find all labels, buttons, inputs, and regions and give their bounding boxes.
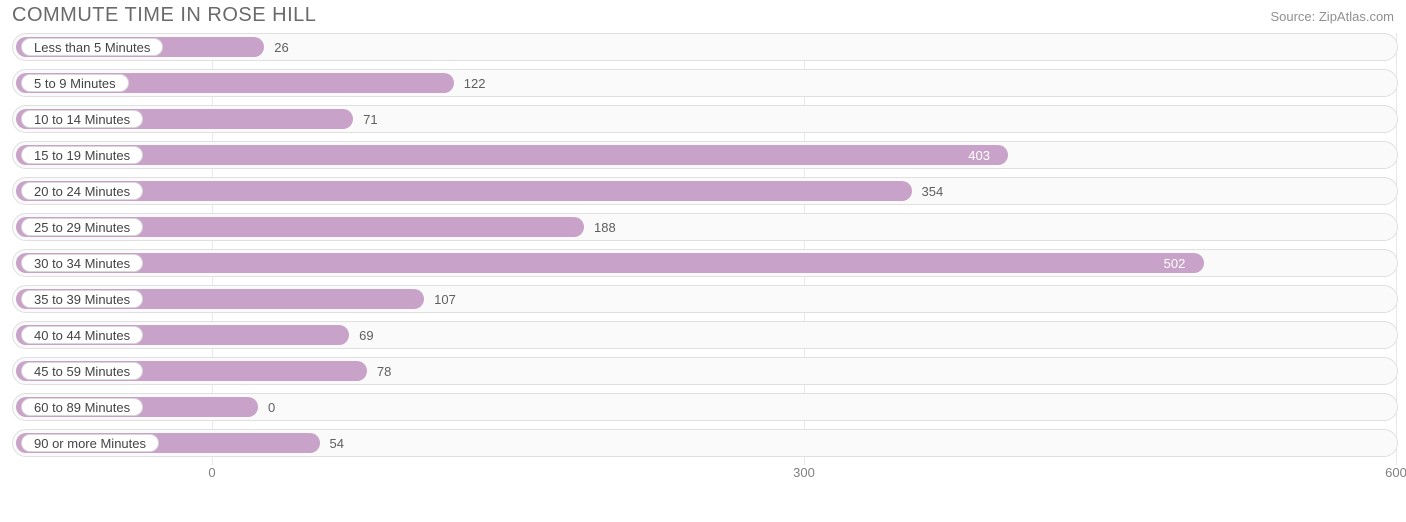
bar-row: 30 to 34 Minutes 502 [12,249,1398,277]
bar-row: 35 to 39 Minutes 107 [12,285,1398,313]
bar-row: 45 to 59 Minutes 78 [12,357,1398,385]
bar-category-label: 60 to 89 Minutes [21,398,143,416]
bar-row: 40 to 44 Minutes 69 [12,321,1398,349]
bar-fill [16,181,912,201]
chart-bars: Less than 5 Minutes 26 5 to 9 Minutes 122 10… [12,33,1398,457]
bar-value-label: 26 [274,34,288,60]
bar-category-label: 25 to 29 Minutes [21,218,143,236]
bar-fill [16,145,1008,165]
bar-category-label: 30 to 34 Minutes [21,254,143,272]
chart-header: COMMUTE TIME IN ROSE HILL Source: ZipAtl… [8,4,1398,33]
bar-row: 5 to 9 Minutes 122 [12,69,1398,97]
bar-value-label: 78 [377,358,391,384]
bar-row: 60 to 89 Minutes 0 [12,393,1398,421]
bar-value-label: 403 [968,142,990,168]
bar-value-label: 69 [359,322,373,348]
bar-category-label: 35 to 39 Minutes [21,290,143,308]
bar-value-label: 71 [363,106,377,132]
bar-row: 25 to 29 Minutes 188 [12,213,1398,241]
bar-category-label: 40 to 44 Minutes [21,326,143,344]
bar-value-label: 502 [1164,250,1186,276]
bar-category-label: 45 to 59 Minutes [21,362,143,380]
bar-row: 15 to 19 Minutes 403 [12,141,1398,169]
x-axis-tick: 0 [208,465,215,480]
bar-fill [16,253,1204,273]
bar-category-label: 10 to 14 Minutes [21,110,143,128]
bar-category-label: 5 to 9 Minutes [21,74,129,92]
chart-title: COMMUTE TIME IN ROSE HILL [12,4,316,27]
x-axis-tick: 600 [1385,465,1406,480]
chart-x-axis: 0300600 [12,463,1398,483]
bar-category-label: 20 to 24 Minutes [21,182,143,200]
bar-value-label: 188 [594,214,616,240]
chart-container: COMMUTE TIME IN ROSE HILL Source: ZipAtl… [0,0,1406,493]
bar-row: Less than 5 Minutes 26 [12,33,1398,61]
bar-value-label: 354 [922,178,944,204]
bar-row: 90 or more Minutes 54 [12,429,1398,457]
bar-category-label: 15 to 19 Minutes [21,146,143,164]
x-axis-tick: 300 [793,465,815,480]
bar-value-label: 0 [268,394,275,420]
bar-row: 20 to 24 Minutes 354 [12,177,1398,205]
bar-row: 10 to 14 Minutes 71 [12,105,1398,133]
bar-value-label: 107 [434,286,456,312]
chart-source: Source: ZipAtlas.com [1270,9,1394,24]
chart-plot-area: Less than 5 Minutes 26 5 to 9 Minutes 122 10… [12,33,1398,485]
bar-value-label: 122 [464,70,486,96]
bar-category-label: Less than 5 Minutes [21,38,163,56]
bar-category-label: 90 or more Minutes [21,434,159,452]
bar-value-label: 54 [330,430,344,456]
